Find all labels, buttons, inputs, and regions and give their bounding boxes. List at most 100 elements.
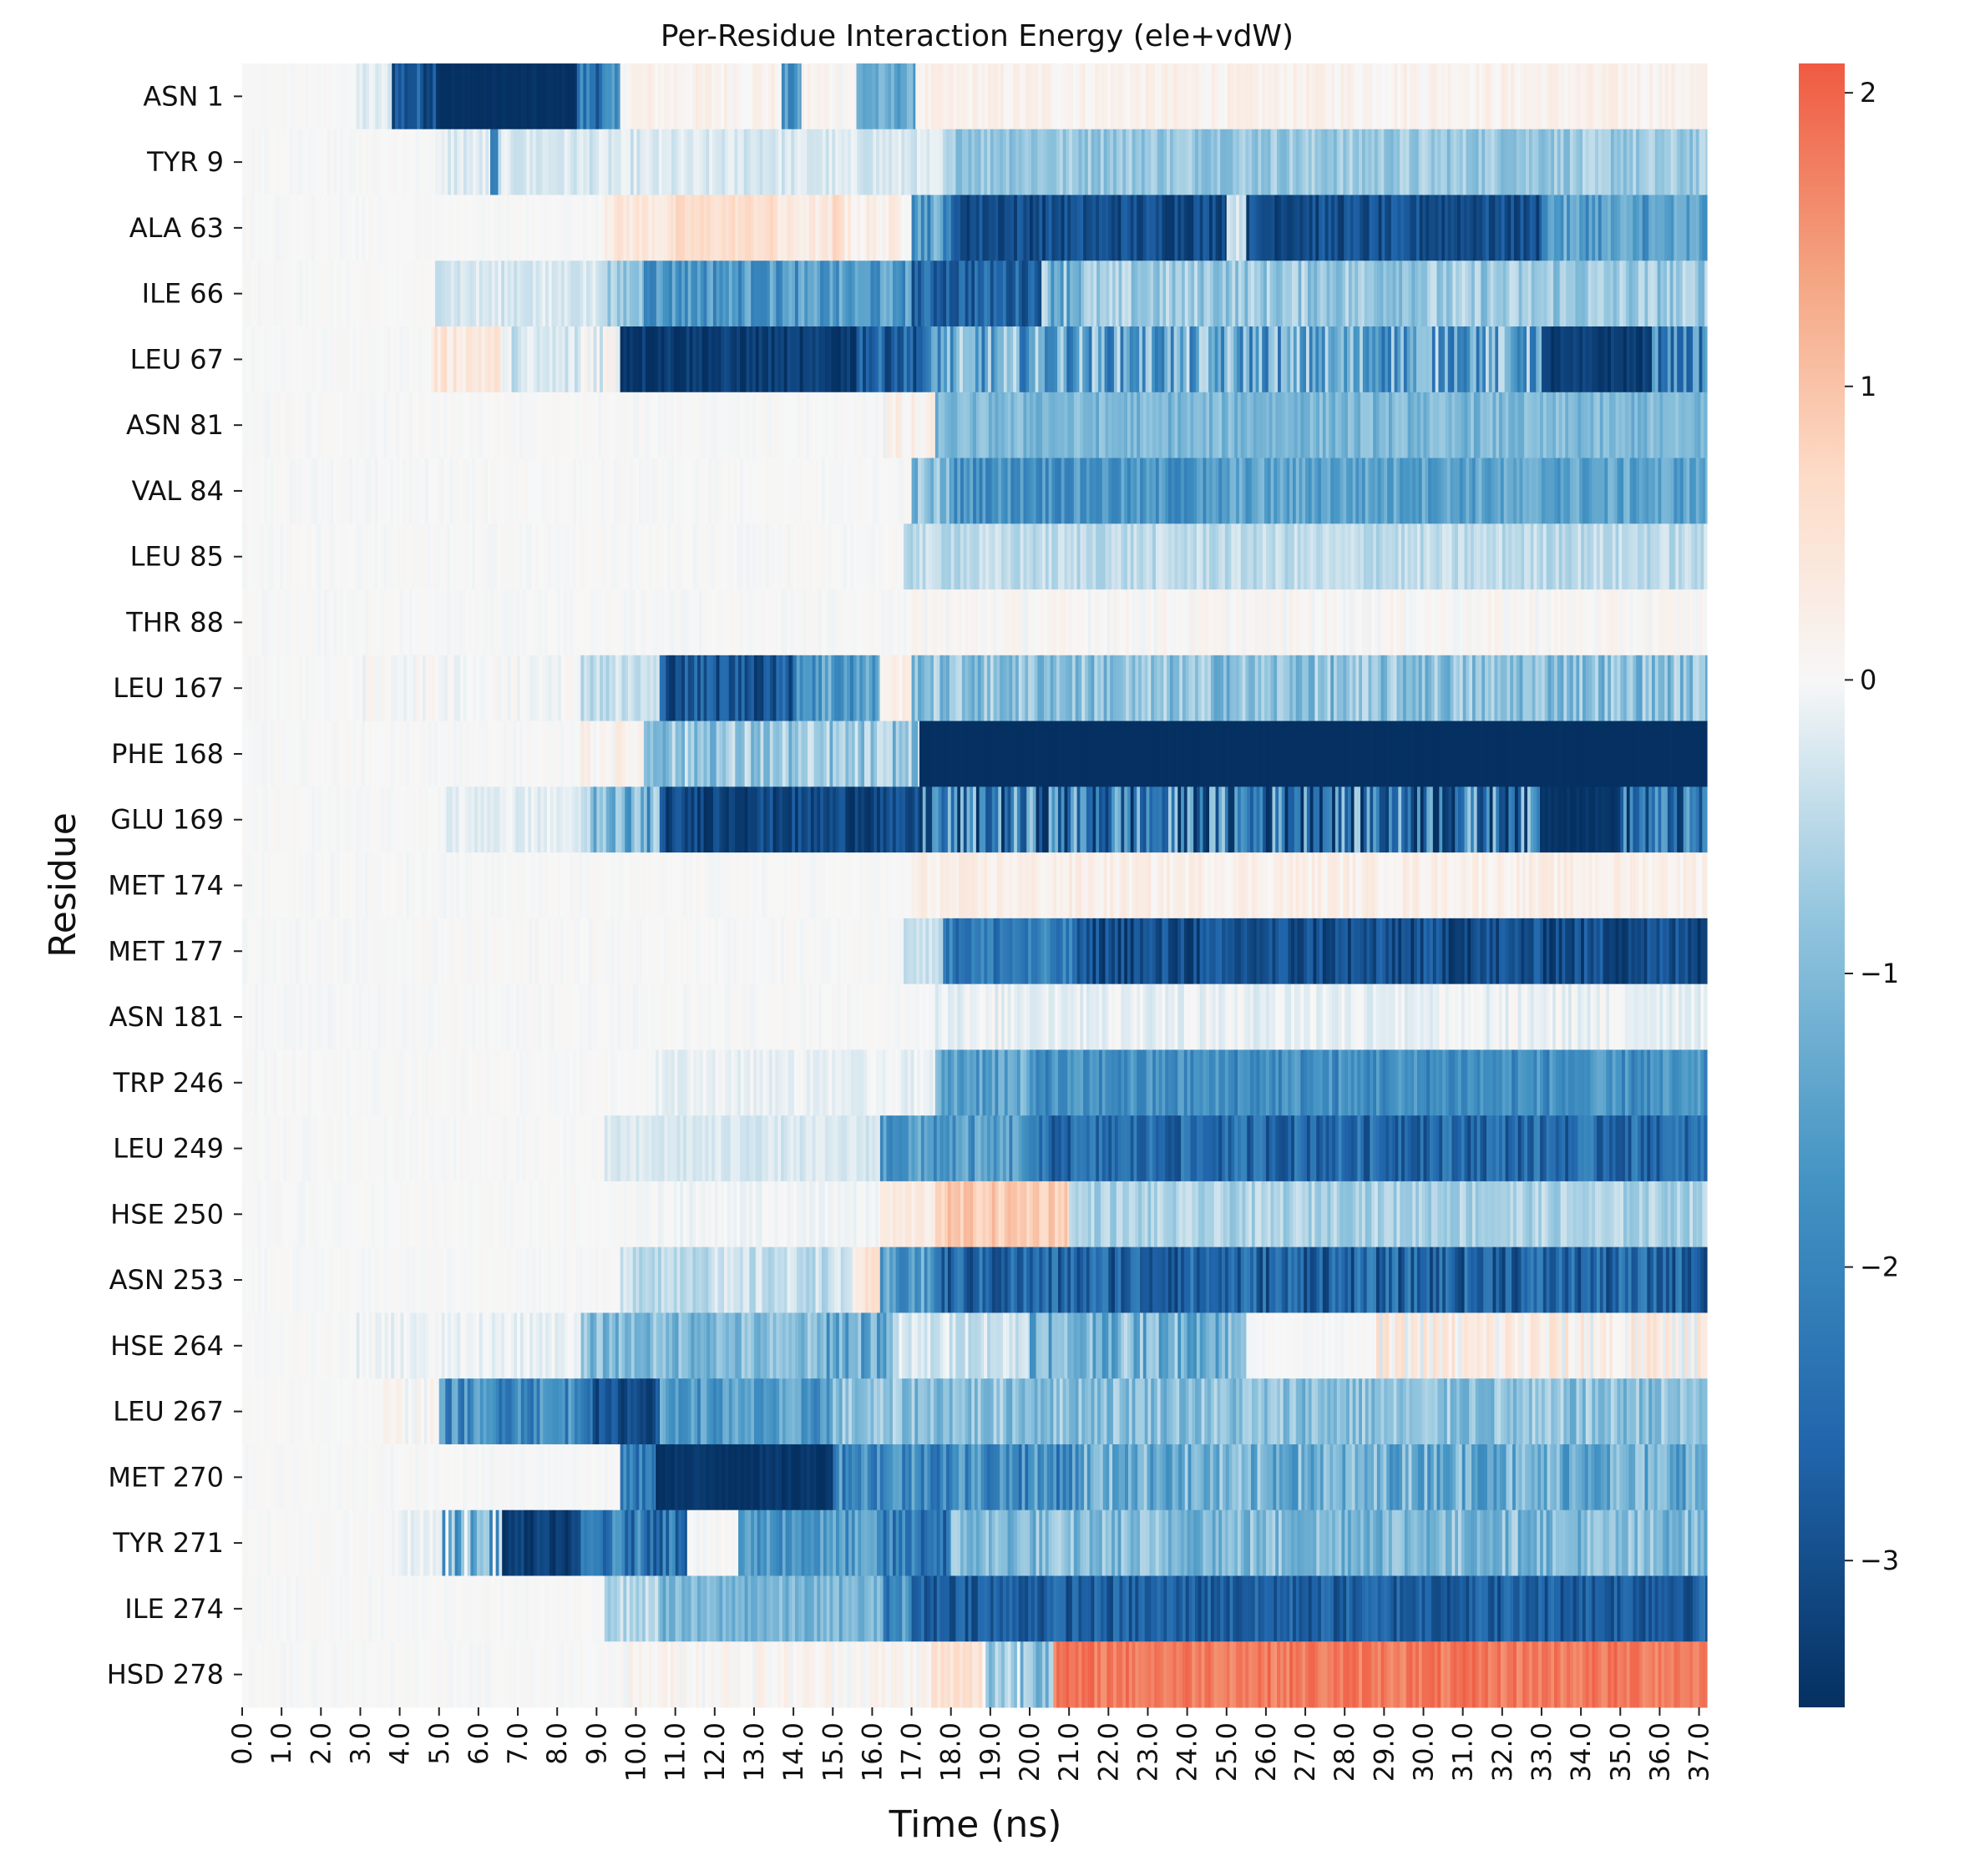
heatmap-cell: [519, 721, 524, 787]
heatmap-cell: [1003, 326, 1008, 393]
heatmap-cell: [1014, 523, 1018, 590]
heatmap-cell: [473, 260, 477, 327]
heatmap-cell: [1610, 129, 1615, 196]
heatmap-cell: [1503, 458, 1508, 524]
heatmap-cell: [539, 63, 544, 130]
heatmap-cell: [924, 260, 929, 327]
heatmap-cell: [1475, 589, 1480, 656]
heatmap-cell: [1117, 721, 1122, 787]
heatmap-cell: [524, 63, 528, 130]
heatmap-cell: [955, 655, 960, 722]
heatmap-cell: [365, 195, 369, 261]
heatmap-cell: [1064, 458, 1068, 524]
heatmap-cell: [737, 589, 741, 656]
heatmap-cell: [1632, 260, 1636, 327]
heatmap-cell: [730, 523, 735, 590]
heatmap-cell: [1419, 326, 1424, 393]
heatmap-cell: [1105, 392, 1109, 459]
heatmap-cell: [822, 326, 826, 393]
heatmap-cell: [567, 655, 571, 722]
heatmap-cell: [1572, 326, 1577, 393]
heatmap-cell: [1142, 523, 1147, 590]
heatmap-cell: [1112, 392, 1116, 459]
heatmap-cell: [1234, 721, 1238, 787]
heatmap-cell: [1014, 721, 1018, 787]
heatmap-cell: [371, 260, 376, 327]
heatmap-cell: [634, 655, 638, 722]
heatmap-cell: [1579, 326, 1583, 393]
heatmap-cell: [525, 392, 529, 459]
heatmap-cell: [1496, 392, 1500, 459]
heatmap-cell: [1679, 523, 1683, 590]
heatmap-cell: [330, 326, 334, 393]
heatmap-cell: [486, 63, 490, 130]
heatmap-cell: [600, 326, 604, 393]
heatmap-cell: [276, 195, 281, 261]
heatmap-cell: [1054, 260, 1058, 327]
heatmap-cell: [1112, 195, 1116, 261]
heatmap-cell: [1330, 129, 1334, 196]
heatmap-cell: [1394, 63, 1398, 130]
heatmap-cell: [484, 195, 489, 261]
heatmap-cell: [298, 721, 303, 787]
heatmap-cell: [1377, 589, 1382, 656]
heatmap-cell: [904, 589, 908, 656]
heatmap-cell: [1508, 523, 1512, 590]
heatmap-cell: [1334, 458, 1338, 524]
heatmap-cell: [251, 129, 256, 196]
heatmap-cell: [339, 392, 344, 459]
heatmap-cell: [939, 458, 944, 524]
heatmap-cell: [616, 392, 621, 459]
heatmap-cell: [574, 63, 578, 130]
heatmap-cell: [614, 458, 618, 524]
heatmap-cell: [362, 326, 366, 393]
heatmap-cell: [847, 589, 851, 656]
heatmap-cell: [549, 326, 554, 393]
heatmap-cell: [1204, 655, 1208, 722]
heatmap-cell: [957, 523, 961, 590]
heatmap-cell: [1434, 589, 1439, 656]
heatmap-cell: [311, 721, 316, 787]
heatmap-cell: [563, 392, 568, 459]
heatmap-cell: [1547, 326, 1552, 393]
heatmap-cell: [960, 458, 965, 524]
heatmap-cell: [1047, 326, 1052, 393]
heatmap-cell: [963, 721, 968, 787]
heatmap-cell: [1160, 655, 1164, 722]
heatmap-cell: [1614, 63, 1619, 130]
heatmap-cell: [1562, 523, 1566, 590]
heatmap-cell: [943, 195, 947, 261]
heatmap-cell: [1037, 655, 1041, 722]
heatmap-cell: [352, 655, 357, 722]
heatmap-cell: [889, 260, 894, 327]
heatmap-cell: [456, 392, 460, 459]
heatmap-cell: [1403, 129, 1407, 196]
heatmap-cell: [1670, 195, 1674, 261]
heatmap-cell: [933, 392, 936, 459]
heatmap-cell: [472, 458, 476, 524]
heatmap-cell: [1512, 260, 1517, 327]
heatmap-cell: [995, 458, 999, 524]
heatmap-cell: [367, 195, 372, 261]
heatmap-cell: [825, 129, 830, 196]
heatmap-cell: [393, 195, 398, 261]
heatmap-cell: [832, 129, 836, 196]
heatmap-cell: [602, 655, 607, 722]
heatmap-cell: [1174, 458, 1178, 524]
heatmap-cell: [1283, 129, 1288, 196]
heatmap-cell: [1233, 326, 1238, 393]
heatmap-cell: [1174, 195, 1178, 261]
heatmap-cell: [798, 721, 803, 787]
heatmap-cell: [808, 589, 813, 656]
heatmap-cell: [1439, 392, 1443, 459]
heatmap-cell: [465, 458, 470, 524]
heatmap-cell: [1258, 63, 1263, 130]
heatmap-cell: [683, 63, 687, 130]
heatmap-cell: [762, 63, 766, 130]
heatmap-cell: [383, 260, 388, 327]
heatmap-cell: [1541, 655, 1546, 722]
heatmap-cell: [708, 523, 712, 590]
heatmap-cell: [904, 523, 908, 590]
heatmap-cell: [690, 129, 694, 196]
heatmap-cell: [453, 589, 458, 656]
